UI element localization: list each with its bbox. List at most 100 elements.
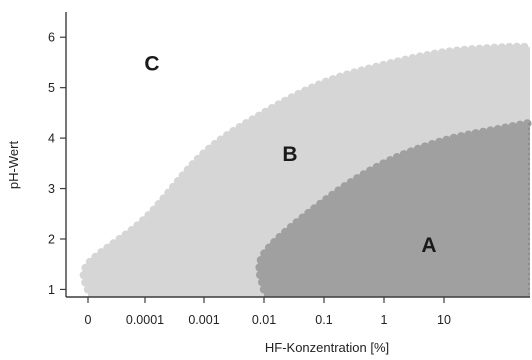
region-b-bump [188,160,198,169]
region-b-bump [350,68,359,77]
region-b-bump [415,52,425,61]
region-a-bump [292,218,301,227]
region-a-bump [399,150,409,159]
region-a-bump [428,140,437,149]
region-b-bump [460,45,469,55]
ticks-layer: 1 2 3 4 5 6 0 0.0001 0.001 0.01 0.1 1 10 [48,31,451,327]
region-a-bump [372,162,382,172]
region-a-bump [442,135,451,145]
region-a-bump [322,195,331,204]
region-a-bump [379,159,388,168]
region-a-bump [255,263,264,272]
region-b-bump [127,225,136,235]
region-a-bump [366,166,375,175]
region-a-bump [486,126,495,135]
region-b-bump [222,131,232,140]
region-a-bump [260,249,269,258]
region-b-bump [437,48,447,57]
region-label-b: B [282,143,297,166]
region-b-bump [248,115,257,124]
region-b-bump [430,49,439,59]
region-a-bump [256,255,266,265]
region-a-bump [392,152,402,162]
x-tick-label: 0.01 [252,313,276,327]
y-tick-label: 5 [48,81,55,95]
region-b-bump [423,50,432,60]
region-labels-layer: C B A [144,52,436,257]
region-b-bump [154,200,163,209]
region-a-bump [464,130,473,139]
region-a-bump [346,178,356,187]
region-b-bump [386,59,395,68]
region-b-bump [267,104,277,113]
x-tick-label: 0.001 [188,313,219,327]
region-a-bump [334,186,343,195]
region-b-bump [178,171,188,180]
region-b-bump [83,285,93,294]
region-b-bump [321,77,331,87]
region-b-bump [357,66,366,75]
region-a-bump [257,277,267,287]
y-tick-label: 3 [48,182,55,196]
region-b-bump [103,243,112,253]
region-b-bump [467,45,477,54]
x-tick-label: 0.1 [315,313,332,327]
region-b-bump [274,100,283,109]
region-a-bump [420,142,430,151]
region-a-bump [259,285,269,294]
region-b-bump [482,44,492,53]
region-b-bump [144,211,153,220]
region-b-bump [301,86,310,96]
region-b-bump [445,47,454,56]
region-b-bump [452,46,462,55]
region-b-bump [97,248,106,257]
region-b-bump [408,53,417,63]
region-b-bump [342,70,352,79]
region-label-a: A [421,234,436,257]
region-b-bump [520,42,529,52]
region-b-bump [241,119,251,128]
y-axis-title: pH-Wert [6,141,21,190]
region-b-bump [138,216,148,225]
region-b-bump [79,270,88,280]
y-tick-label: 1 [48,283,55,297]
region-a-bump [275,232,284,242]
x-axis-title: HF-Konzentration [%] [265,340,389,355]
region-a-bump [353,174,362,183]
region-a-bump [310,204,319,213]
region-b-bump [393,57,403,66]
region-a-scallops [255,119,532,294]
region-a-bump [479,127,488,137]
region-b-bump [159,194,168,203]
x-tick-label: 10 [437,313,451,327]
region-a-bump [304,208,313,218]
y-tick-label: 6 [48,31,55,45]
region-a-bump [316,199,325,209]
region-a-bump [359,170,368,179]
region-a-bump [328,190,337,200]
region-b-bump [294,89,303,99]
region-a-bump [471,129,481,138]
region-a-bump [386,156,395,165]
region-b-bump [497,43,507,52]
region-b-bump [115,234,124,244]
region-b-bump [280,96,290,106]
region-b-bump [216,135,226,144]
region-b-bump [371,62,381,72]
x-tick-label: 0.0001 [126,313,164,327]
x-tick-label: 0 [85,313,92,327]
axes-layer [65,12,530,298]
region-b-bump [109,239,118,248]
region-a-area [259,122,530,297]
region-b-bump [85,257,95,267]
region-b-bump [199,149,208,158]
region-a-bump [493,124,503,134]
region-b-bump [121,230,130,239]
region-a-bump [508,122,517,131]
region-b-scallops [79,42,529,294]
region-b-bump [169,182,178,192]
region-b-bump [173,177,183,186]
region-a-bump [456,132,466,141]
region-b-bump [193,154,203,164]
